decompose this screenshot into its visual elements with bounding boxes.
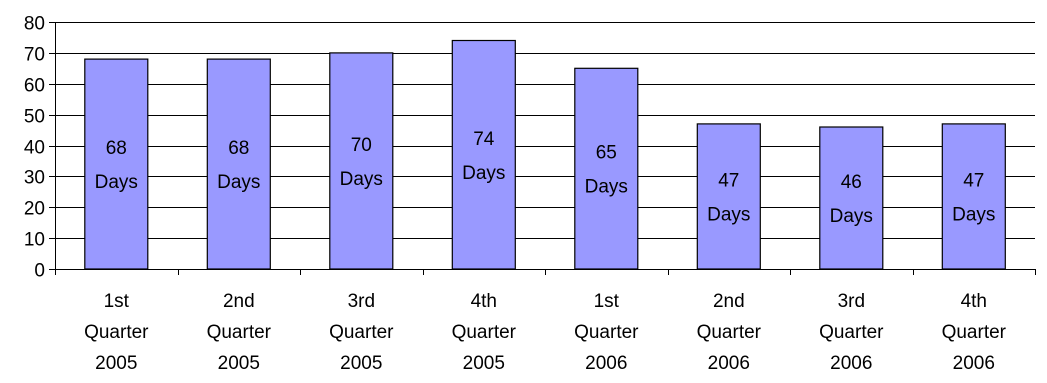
bar-data-label: Days — [217, 172, 260, 193]
x-category-label: 2005 — [463, 353, 505, 374]
x-category-label: Quarter — [819, 322, 884, 343]
bar-data-label: Days — [95, 172, 138, 193]
x-category-label: 3rd — [838, 291, 865, 312]
y-axis: 0 10 20 30 40 50 60 70 80 — [24, 14, 56, 282]
x-category-label: Quarter — [942, 322, 1007, 343]
bar — [206, 58, 271, 270]
bar-data-label: Days — [830, 206, 873, 227]
x-category-label: Quarter — [452, 322, 517, 343]
x-category-label: 2005 — [95, 353, 137, 374]
bar-data-label: Days — [340, 169, 383, 190]
bar-data-label: 47 — [718, 170, 739, 191]
x-category-label: 4th — [471, 291, 497, 312]
bar — [329, 52, 394, 270]
bar-data-labels: 68 Days 68 Days 70 Days 74 Days 65 Days 47 Days 46 Da… — [95, 129, 996, 227]
bar-data-label: 68 — [228, 138, 249, 159]
bar — [451, 39, 516, 270]
x-category-label: Quarter — [84, 322, 149, 343]
x-category-label: 2006 — [708, 353, 750, 374]
x-category-label: 4th — [961, 291, 987, 312]
bar-data-label: 46 — [841, 172, 862, 193]
bar — [84, 58, 149, 270]
bar-data-label: 47 — [963, 170, 984, 191]
x-category-label: 2nd — [223, 291, 255, 312]
x-category-label: 2006 — [585, 353, 627, 374]
y-tick-label: 50 — [24, 107, 45, 128]
y-tick-label: 0 — [34, 261, 45, 282]
bar-data-label: Days — [952, 204, 995, 225]
bar — [696, 123, 761, 270]
x-category-label: 2005 — [340, 353, 382, 374]
x-category-label: 2006 — [830, 353, 872, 374]
y-tick-label: 40 — [24, 138, 45, 159]
y-tick-label: 30 — [24, 168, 45, 189]
bar-data-label: Days — [585, 177, 628, 198]
y-tick-label: 10 — [24, 230, 45, 251]
x-category-label: Quarter — [329, 322, 394, 343]
bar — [941, 123, 1006, 270]
x-axis: 1st Quarter 2005 2nd Quarter 2005 3rd Quarter 20… — [55, 269, 1036, 374]
bar-data-label: 74 — [473, 129, 495, 150]
bars — [84, 39, 1006, 270]
x-category-label: 2006 — [953, 353, 995, 374]
x-category-label: 3rd — [348, 291, 375, 312]
bar-data-label: Days — [462, 163, 505, 184]
bar — [819, 126, 884, 270]
x-category-label: 2005 — [218, 353, 260, 374]
bar-data-label: Days — [707, 204, 750, 225]
x-category-label: 1st — [594, 291, 620, 312]
bar-data-label: 68 — [106, 138, 127, 159]
gridlines — [55, 22, 1035, 239]
bar-data-label: 70 — [351, 135, 372, 156]
y-tick-label: 80 — [24, 14, 45, 35]
x-category-label: Quarter — [697, 322, 762, 343]
y-tick-label: 60 — [24, 76, 45, 97]
y-tick-label: 20 — [24, 199, 45, 220]
x-category-label: Quarter — [574, 322, 639, 343]
bar — [574, 67, 639, 270]
x-category-label: Quarter — [207, 322, 272, 343]
bar-data-label: 65 — [596, 143, 617, 164]
x-category-label: 2nd — [713, 291, 745, 312]
y-tick-label: 70 — [24, 45, 45, 66]
x-category-label: 1st — [104, 291, 130, 312]
